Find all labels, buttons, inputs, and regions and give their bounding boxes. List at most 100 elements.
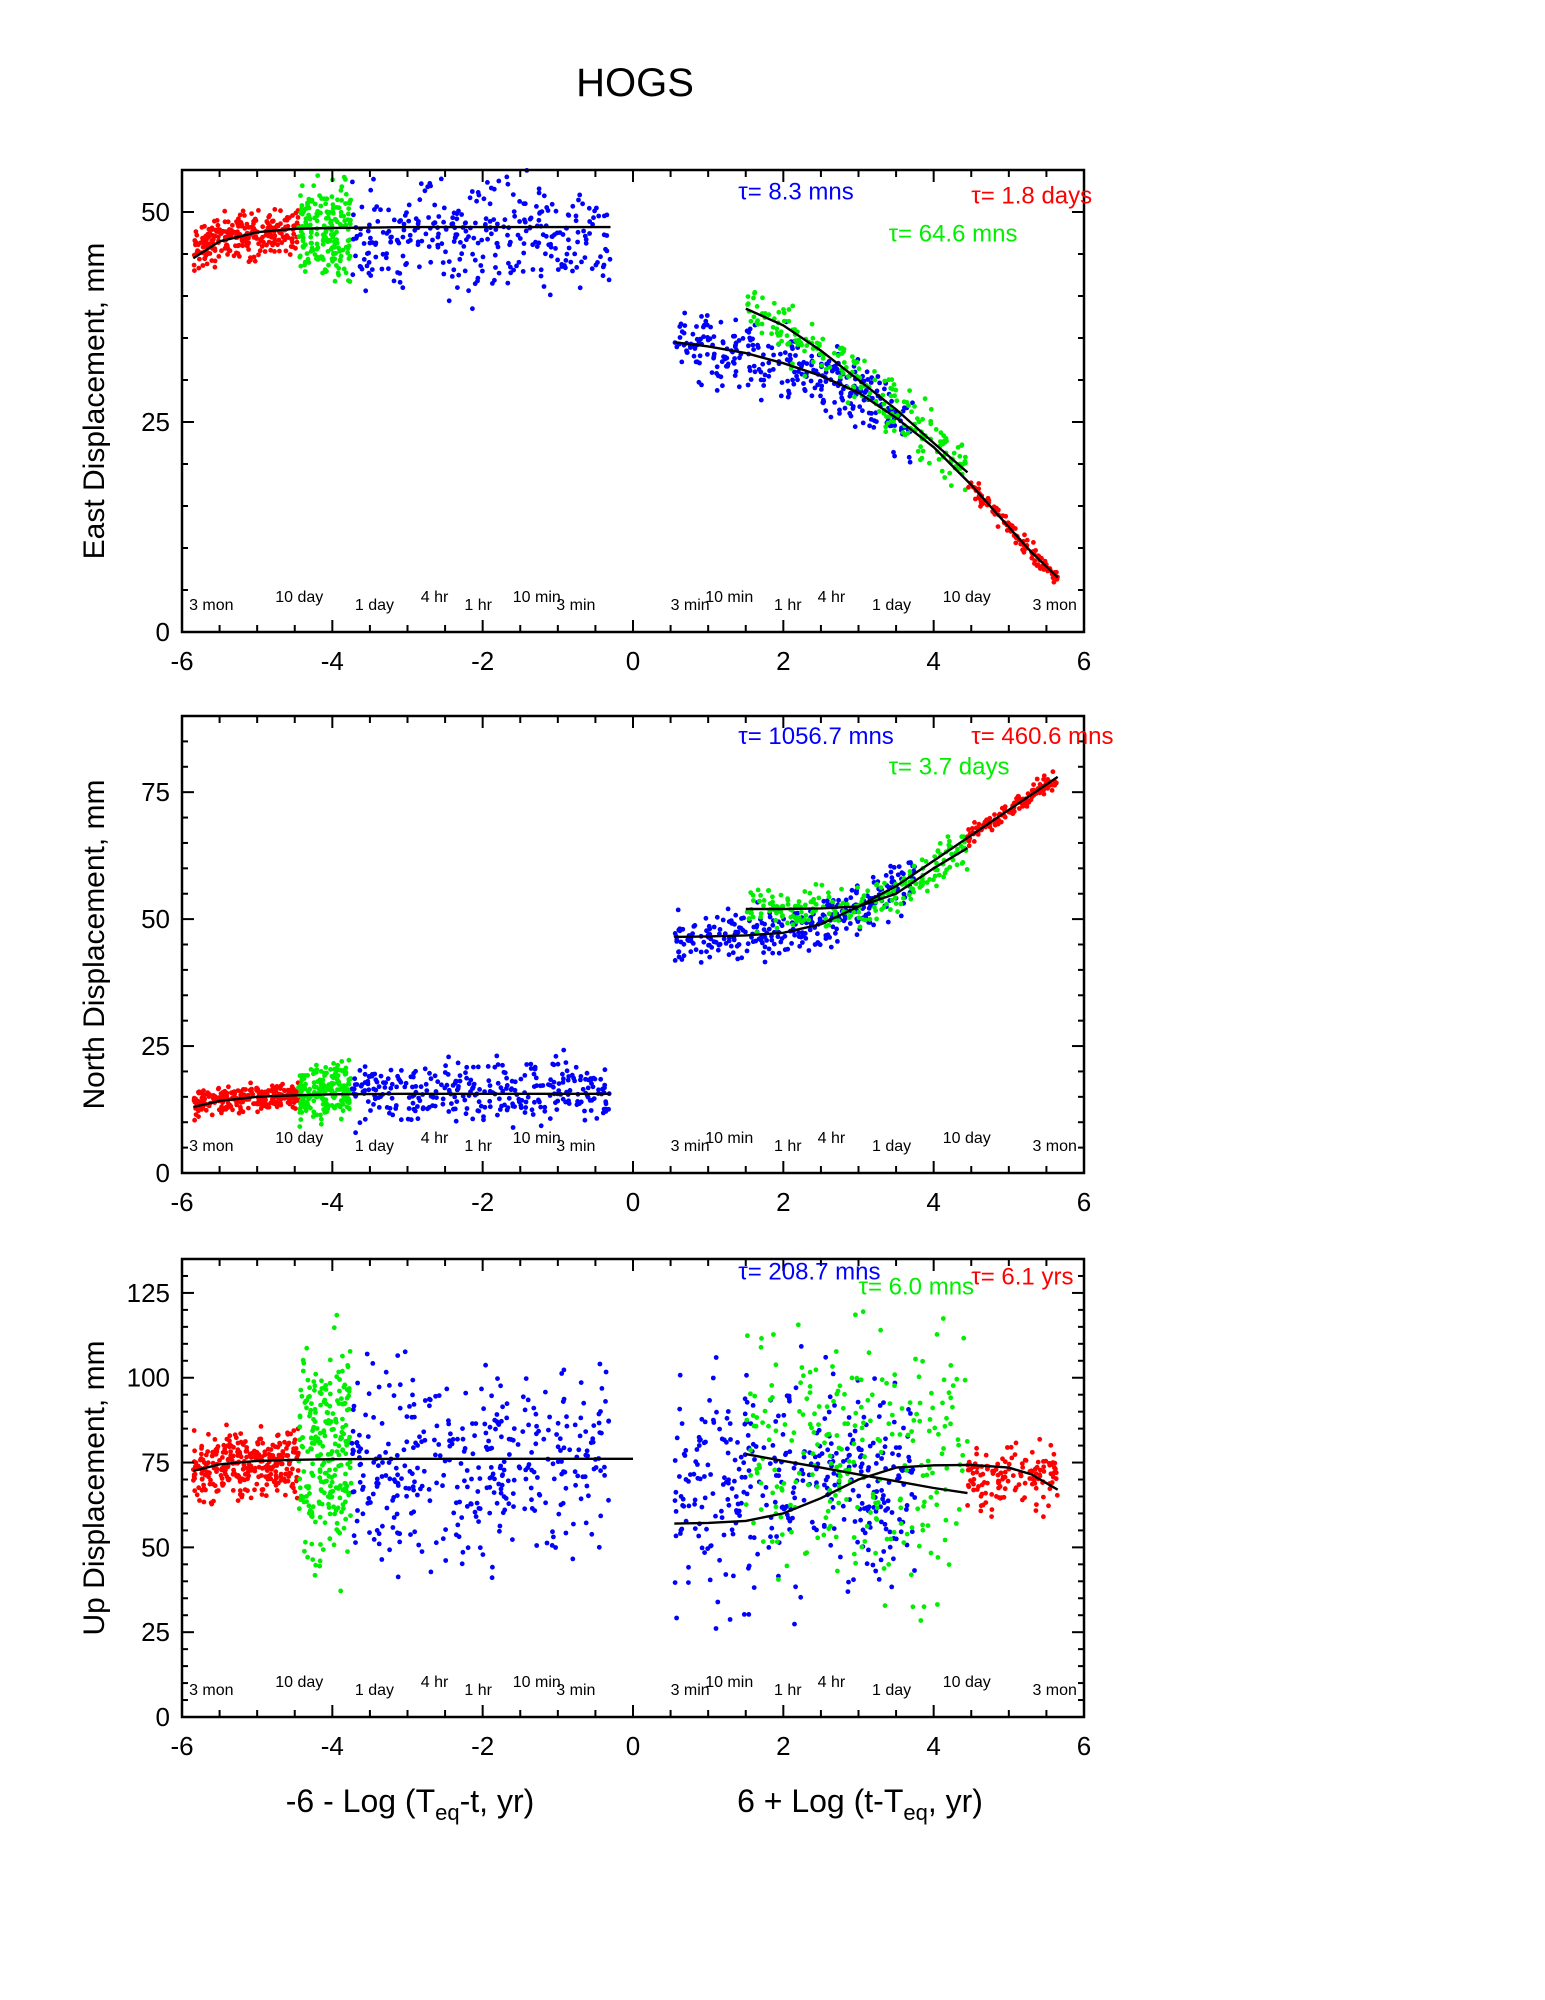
data-point	[873, 1500, 878, 1506]
data-point	[560, 232, 566, 237]
data-point	[779, 380, 785, 385]
time-marker-label: 4 hr	[421, 589, 449, 606]
data-point	[259, 244, 265, 249]
data-point	[845, 1589, 851, 1594]
data-point	[815, 382, 821, 388]
data-point	[924, 1472, 930, 1478]
data-point	[930, 1405, 936, 1411]
data-point	[194, 240, 199, 246]
data-point	[825, 1447, 831, 1453]
data-point	[789, 1438, 795, 1443]
data-point	[891, 1529, 897, 1535]
data-point	[867, 423, 872, 429]
time-marker-label: 1 day	[355, 597, 394, 614]
data-point	[331, 1095, 337, 1101]
data-point	[363, 1412, 368, 1418]
data-point	[278, 208, 283, 214]
data-point	[346, 1393, 352, 1399]
data-point	[821, 1524, 827, 1529]
data-point	[372, 1096, 378, 1102]
data-point	[511, 209, 517, 215]
data-point	[317, 1563, 323, 1569]
data-point	[386, 266, 391, 272]
data-point	[830, 1371, 836, 1377]
data-point	[928, 418, 934, 424]
data-point	[837, 346, 843, 351]
data-point	[674, 939, 680, 944]
data-point	[390, 1498, 395, 1503]
data-point	[549, 201, 555, 207]
data-point	[847, 1452, 852, 1458]
data-point	[496, 1481, 502, 1487]
data-point	[551, 1476, 557, 1482]
data-point	[537, 1492, 543, 1498]
data-point	[516, 1464, 522, 1470]
data-point	[291, 1449, 296, 1455]
data-point	[536, 190, 542, 196]
data-point	[876, 1414, 882, 1419]
data-point	[954, 862, 960, 868]
data-point	[690, 931, 695, 936]
data-point	[329, 1479, 335, 1485]
data-point	[437, 1453, 443, 1459]
data-point	[344, 1441, 350, 1447]
data-point	[606, 1418, 612, 1424]
data-point	[354, 1440, 360, 1445]
data-point	[565, 1077, 571, 1083]
data-point	[874, 1505, 880, 1511]
data-point	[736, 942, 742, 947]
data-point	[707, 931, 712, 937]
data-point	[858, 385, 864, 391]
data-point	[766, 1437, 772, 1443]
data-point	[813, 882, 819, 887]
data-point	[861, 1414, 867, 1420]
data-point	[940, 1316, 946, 1321]
data-point	[230, 1471, 236, 1477]
data-point	[898, 1529, 904, 1535]
data-point	[221, 1442, 227, 1448]
data-point	[778, 892, 784, 898]
data-point	[339, 198, 344, 203]
data-point	[239, 237, 245, 243]
data-point	[362, 1071, 368, 1077]
data-point	[701, 334, 706, 340]
data-point	[383, 1369, 389, 1375]
data-point	[455, 1436, 460, 1442]
data-point	[584, 1483, 590, 1489]
data-point	[936, 872, 942, 878]
x-tick-label: 6	[1077, 1731, 1091, 1761]
data-point	[449, 1101, 454, 1106]
data-point	[906, 892, 912, 898]
time-marker-label: 1 hr	[464, 1682, 492, 1699]
data-point	[292, 1489, 298, 1495]
data-point	[306, 1096, 312, 1102]
data-point	[306, 1484, 312, 1489]
data-point	[312, 1383, 318, 1389]
data-point	[766, 1545, 772, 1550]
data-point	[824, 898, 830, 904]
data-point	[774, 1484, 780, 1490]
data-point	[305, 1073, 311, 1078]
data-point	[944, 1465, 950, 1471]
data-point	[360, 1484, 366, 1490]
data-point	[729, 1486, 735, 1491]
data-point	[423, 1081, 429, 1087]
data-point	[1050, 769, 1056, 775]
data-point	[495, 1112, 500, 1118]
y-tick-label: 0	[156, 617, 170, 647]
data-point	[358, 264, 364, 270]
data-point	[342, 1382, 348, 1388]
data-point	[328, 1419, 334, 1425]
data-point	[210, 1449, 216, 1455]
data-point	[751, 363, 757, 369]
time-marker-label: 1 hr	[774, 1682, 802, 1699]
data-point	[915, 1506, 921, 1512]
data-point	[962, 459, 968, 464]
data-point	[406, 1486, 412, 1491]
data-point	[442, 1085, 448, 1091]
data-point	[475, 1108, 481, 1114]
data-point	[690, 331, 696, 337]
data-point	[487, 1104, 493, 1110]
data-point	[199, 1487, 205, 1493]
data-point	[298, 1117, 304, 1122]
